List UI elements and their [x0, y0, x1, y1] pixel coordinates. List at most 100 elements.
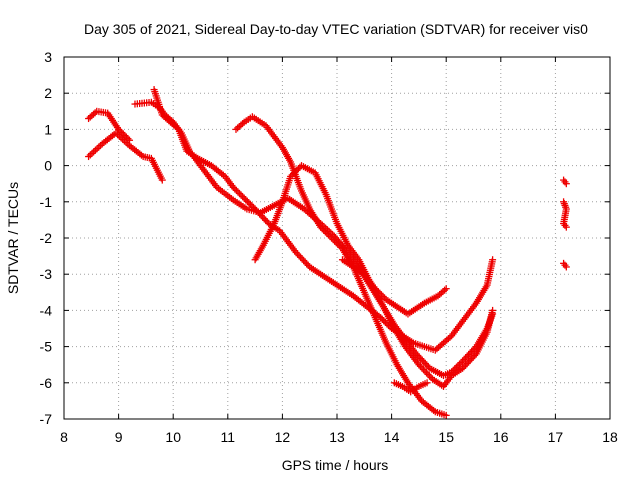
data-point — [291, 168, 299, 176]
data-point — [454, 362, 462, 370]
x-tick-label: 18 — [602, 429, 618, 445]
x-tick-label: 12 — [275, 429, 291, 445]
data-point — [466, 349, 474, 357]
data-point — [489, 306, 497, 314]
data-point — [335, 242, 343, 250]
data-point — [118, 129, 126, 137]
data-point — [91, 109, 99, 117]
data-point — [373, 286, 381, 294]
data-point — [250, 203, 258, 211]
data-point — [422, 369, 430, 377]
data-point — [239, 120, 247, 128]
data-point — [229, 183, 237, 191]
data-point — [465, 358, 473, 366]
data-point — [237, 191, 245, 199]
data-point — [245, 199, 253, 207]
y-tick-label: 2 — [44, 85, 52, 101]
data-point — [298, 255, 306, 263]
data-point — [293, 166, 301, 174]
x-tick-label: 10 — [165, 429, 181, 445]
data-point — [381, 318, 389, 326]
data-point — [126, 136, 134, 144]
data-point — [115, 125, 123, 133]
data-point — [300, 257, 308, 265]
data-point — [442, 411, 450, 419]
data-point — [251, 205, 259, 213]
y-tick-label: -3 — [40, 266, 53, 282]
series-arc-6 — [251, 162, 497, 390]
data-point — [331, 237, 339, 245]
data-point — [297, 253, 305, 261]
data-point — [301, 258, 309, 266]
data-point — [260, 215, 268, 223]
data-point — [423, 379, 431, 387]
data-point — [416, 362, 424, 370]
data-point — [292, 248, 300, 256]
grid — [64, 57, 610, 419]
data-point — [231, 185, 239, 193]
data-point — [239, 193, 247, 201]
data-point — [334, 240, 342, 248]
data-point — [90, 148, 98, 156]
data-point — [459, 364, 467, 372]
x-tick-label: 15 — [438, 429, 454, 445]
series-arc-2 — [85, 107, 134, 144]
data-point — [88, 149, 96, 157]
data-point — [321, 228, 329, 236]
data-point — [95, 143, 103, 151]
data-point — [158, 176, 166, 184]
data-point — [324, 231, 332, 239]
data-point — [290, 169, 298, 177]
y-tick-label: -1 — [40, 194, 53, 210]
data-point — [469, 353, 477, 361]
data-point — [240, 194, 248, 202]
data-point — [380, 317, 388, 325]
data-point — [294, 165, 302, 173]
data-point — [246, 200, 254, 208]
data-point — [294, 250, 302, 258]
y-axis-label: SDTVAR / TECUs — [5, 182, 21, 294]
data-point — [457, 359, 465, 367]
x-tick-label: 8 — [60, 429, 68, 445]
chart-title: Day 305 of 2021, Sidereal Day-to-day VTE… — [84, 21, 588, 37]
data-point — [91, 146, 99, 154]
series-arc-9 — [560, 176, 570, 188]
y-tick-label: -7 — [40, 411, 53, 427]
data-point — [460, 355, 468, 363]
data-point — [379, 292, 387, 300]
data-point — [466, 356, 474, 364]
data-point — [259, 213, 267, 221]
data-point — [243, 197, 251, 205]
data-point — [424, 370, 432, 378]
series-arc-4 — [150, 86, 497, 354]
data-point — [462, 354, 470, 362]
data-point — [303, 260, 311, 268]
data-point — [234, 188, 242, 196]
data-point — [287, 172, 295, 180]
data-point — [262, 216, 270, 224]
data-point — [376, 289, 384, 297]
data-points — [85, 86, 570, 419]
data-point — [116, 127, 124, 135]
data-point — [562, 263, 570, 271]
data-point — [377, 291, 385, 299]
series-arc-10 — [560, 198, 570, 231]
y-tick-label: 0 — [44, 158, 52, 174]
data-point — [374, 288, 382, 296]
data-point — [441, 286, 449, 294]
data-point — [463, 352, 471, 360]
y-tick-label: -2 — [40, 230, 53, 246]
data-point — [326, 232, 334, 240]
data-point — [460, 363, 468, 371]
data-point — [332, 239, 340, 247]
data-point — [426, 372, 434, 380]
data-point — [489, 256, 497, 264]
series-arc-11 — [560, 259, 570, 271]
data-point — [318, 225, 326, 233]
data-point — [254, 208, 262, 216]
data-point — [423, 361, 431, 369]
data-point — [378, 315, 386, 323]
data-point — [463, 359, 471, 367]
data-point — [465, 351, 473, 359]
